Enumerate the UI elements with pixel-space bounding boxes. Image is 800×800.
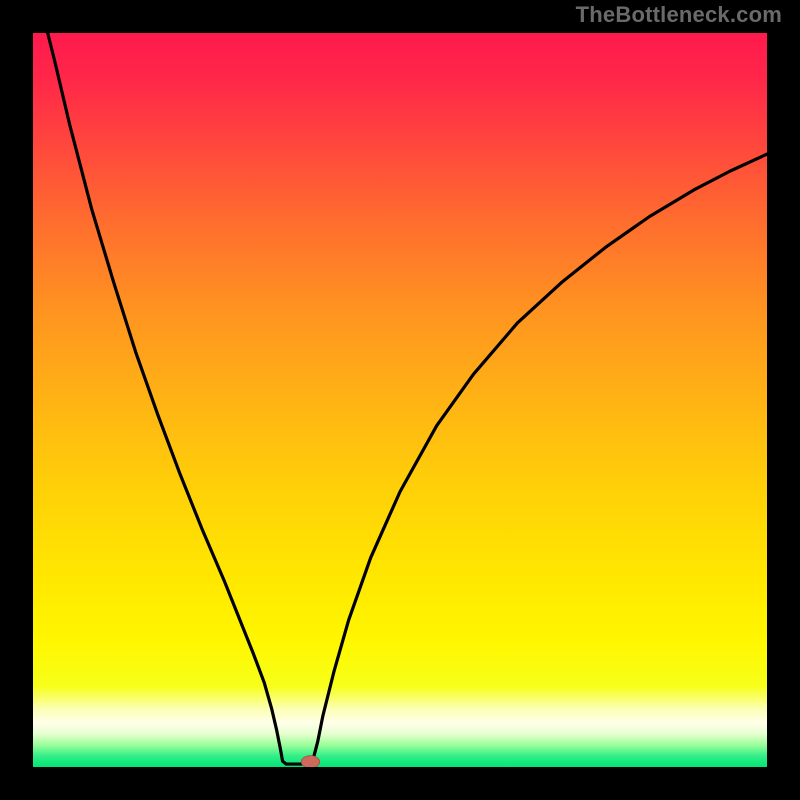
watermark-text: TheBottleneck.com [576, 2, 782, 28]
optimal-marker [301, 756, 319, 767]
chart-background [33, 33, 767, 767]
chart-svg [33, 33, 767, 767]
plot-area [33, 33, 767, 767]
outer-frame: TheBottleneck.com [0, 0, 800, 800]
